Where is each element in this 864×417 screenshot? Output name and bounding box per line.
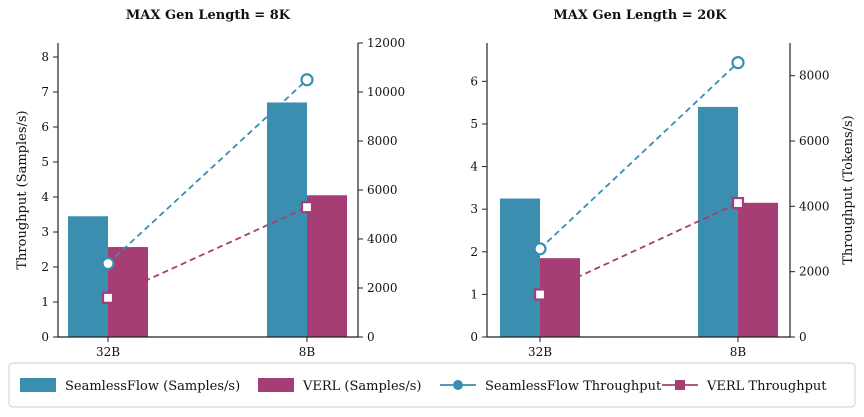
y-axis-label: Throughput (Samples/s) xyxy=(15,110,30,269)
point-seamless-32B xyxy=(533,242,547,256)
x-tick-label-8B: 8B xyxy=(730,345,747,359)
y2-tick-label: 4000 xyxy=(799,199,830,213)
x-tick-label-32B: 32B xyxy=(528,345,552,359)
legend-swatch-seamless-bar xyxy=(20,378,56,392)
bar-verl-32B xyxy=(108,247,148,337)
chart-panel-1: MAX Gen Length = 8K 0 1 2 3 4 5 6 7 8 0 2000 4000 600… xyxy=(15,8,405,359)
point-seamless-8B xyxy=(300,73,314,87)
bar-verl-8B xyxy=(307,195,347,337)
chart-panel-2: MAX Gen Length = 20K 0 1 2 3 4 5 6 0 2000 4000 6000… xyxy=(470,8,856,359)
point-seamless-32B xyxy=(101,256,115,271)
line-verl xyxy=(539,202,739,296)
point-seamless-8B xyxy=(731,55,745,70)
y-tick-label: 2 xyxy=(470,245,478,259)
y-tick-label: 1 xyxy=(41,295,49,309)
line-verl xyxy=(107,206,308,299)
legend: SeamlessFlow (Samples/s) VERL (Samples/s)… xyxy=(8,362,856,408)
y2-tick-label: 6000 xyxy=(799,134,830,148)
y-tick-label: 0 xyxy=(41,330,49,344)
legend-swatch-verl-bar xyxy=(258,378,294,392)
y2-tick-label: 2000 xyxy=(799,265,830,279)
point-verl-8B xyxy=(731,196,745,210)
bar-seamless-32B xyxy=(500,198,540,337)
line-seamless xyxy=(107,79,308,265)
point-verl-32B xyxy=(533,288,547,301)
y-tick-label: 2 xyxy=(41,260,49,274)
bar-verl-8B xyxy=(738,202,778,337)
point-verl-8B xyxy=(300,201,314,214)
y2-tick-label: 12000 xyxy=(367,36,405,50)
line-seamless xyxy=(539,61,739,250)
y-tick-label: 3 xyxy=(470,202,478,216)
chart-title: MAX Gen Length = 8K xyxy=(126,8,291,23)
legend-label: VERL (Samples/s) xyxy=(302,379,421,394)
y-tick-label: 4 xyxy=(470,160,478,174)
legend-marker-circle xyxy=(453,380,463,390)
y-tick-label: 7 xyxy=(41,85,49,99)
legend-label: SeamlessFlow (Samples/s) xyxy=(65,379,240,394)
y2-tick-label: 8000 xyxy=(799,69,830,83)
y2-tick-label: 2000 xyxy=(367,281,398,295)
y2-tick-label: 0 xyxy=(799,330,807,344)
x-tick-label-32B: 32B xyxy=(96,345,120,359)
bar-verl-32B xyxy=(540,258,580,337)
y-tick-label: 1 xyxy=(470,287,478,301)
y-tick-label: 4 xyxy=(41,190,49,204)
y-tick-label: 6 xyxy=(470,74,478,88)
y-tick-label: 0 xyxy=(470,330,478,344)
y2-tick-label: 4000 xyxy=(367,232,398,246)
y2-tick-label: 0 xyxy=(367,330,375,344)
y2-tick-label: 8000 xyxy=(367,134,398,148)
y2-tick-label: 10000 xyxy=(367,85,405,99)
y-tick-label: 8 xyxy=(41,50,49,64)
x-tick-label-8B: 8B xyxy=(299,345,316,359)
y-tick-label: 5 xyxy=(41,155,49,169)
y-tick-label: 5 xyxy=(470,117,478,131)
legend-label: VERL Throughput xyxy=(706,379,827,394)
y-tick-label: 3 xyxy=(41,225,49,239)
y2-axis-label: Throughput (Tokens/s) xyxy=(841,115,856,265)
bar-seamless-8B xyxy=(698,106,738,337)
chart-title: MAX Gen Length = 20K xyxy=(553,8,727,23)
legend-label: SeamlessFlow Throughput xyxy=(485,379,662,394)
y-tick-label: 6 xyxy=(41,120,49,134)
bar-seamless-8B xyxy=(267,102,307,337)
legend-marker-square xyxy=(675,380,685,390)
point-verl-32B xyxy=(101,291,115,304)
bar-seamless-32B xyxy=(68,216,108,337)
legend-box xyxy=(8,362,856,408)
y2-tick-label: 6000 xyxy=(367,183,398,197)
